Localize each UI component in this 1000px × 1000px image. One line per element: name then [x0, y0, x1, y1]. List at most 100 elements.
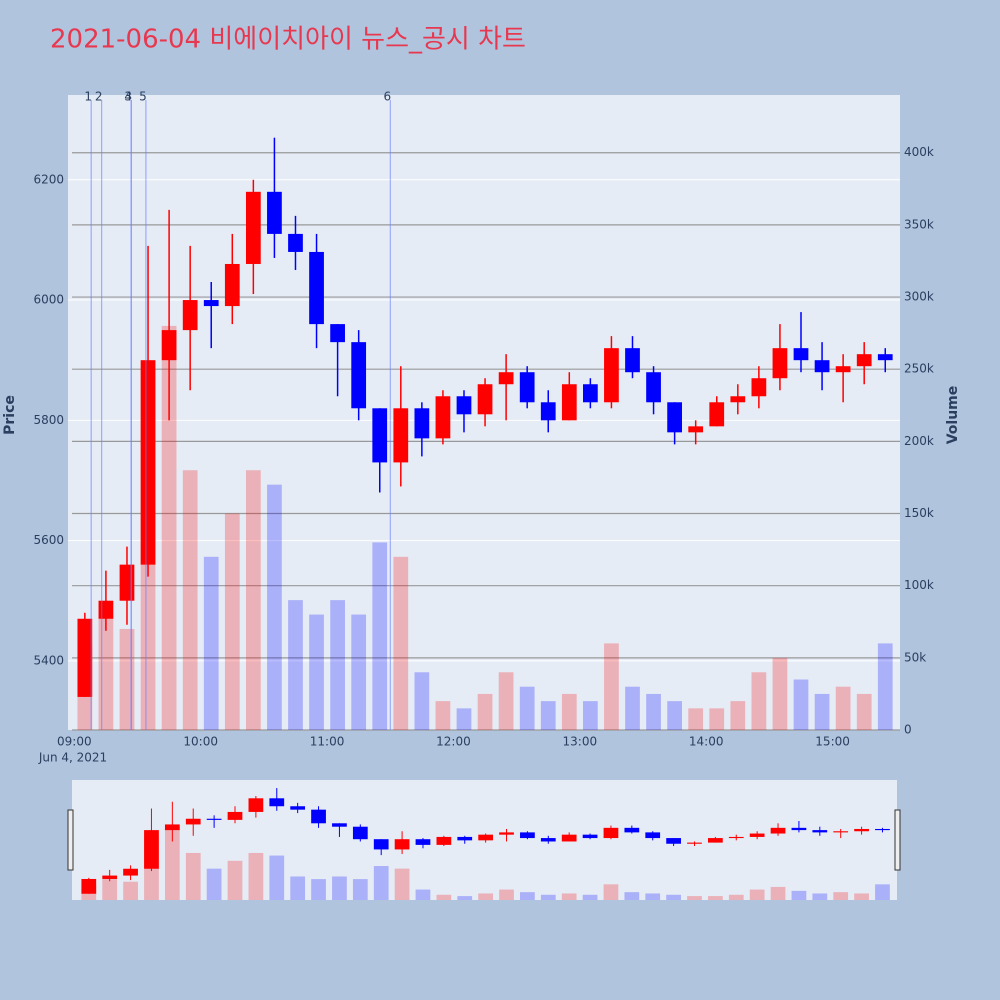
mini-candle-body	[352, 826, 368, 840]
mini-candle-body	[666, 838, 681, 844]
volume-bar	[772, 657, 788, 730]
candle-body	[856, 354, 872, 367]
mini-volume-bar	[415, 889, 431, 900]
mini-volume-bar	[206, 868, 222, 900]
y2-tick-label: 350k	[904, 217, 934, 231]
candle-body	[414, 408, 430, 439]
annotation-label: 5	[139, 90, 147, 104]
mini-volume-bar	[394, 868, 410, 900]
candle-body	[393, 408, 409, 463]
volume-bar	[561, 693, 577, 730]
mini-volume-bar	[833, 892, 849, 900]
mini-candle-body	[415, 839, 431, 845]
y2-tick-label: 250k	[904, 362, 934, 376]
annotation-label: 2	[95, 90, 103, 104]
volume-bar	[245, 470, 261, 730]
candle-body	[709, 402, 725, 427]
x-tick-label: 09:00	[57, 735, 92, 749]
mini-candle-body	[854, 828, 869, 832]
mini-candle-body	[520, 832, 535, 839]
mini-volume-bar	[102, 879, 118, 900]
volume-bar	[688, 708, 704, 730]
x-tick-label: 13:00	[563, 735, 598, 749]
mini-volume-bar	[436, 894, 452, 900]
chart-title: 2021-06-04 비에이치아이 뉴스_공시 차트	[50, 25, 526, 55]
mini-volume-bar	[373, 866, 389, 900]
candle-body	[730, 396, 746, 403]
mini-candle-body	[311, 809, 326, 824]
annotation-label: 3	[124, 90, 132, 104]
mini-volume-bar	[770, 886, 786, 900]
range-handle[interactable]	[894, 809, 901, 871]
candle-body	[182, 300, 198, 331]
mini-candle-body	[227, 811, 243, 820]
volume-bar	[604, 643, 619, 730]
mini-candle-body	[478, 834, 494, 841]
y-axis-title: Price	[2, 395, 18, 435]
volume-bar	[498, 672, 514, 730]
volume-bar	[814, 693, 830, 730]
mini-volume-bar	[540, 894, 556, 900]
volume-bar	[709, 708, 725, 730]
volume-bar	[288, 600, 303, 730]
mini-candle-body	[770, 827, 786, 834]
mini-volume-bar	[499, 889, 514, 900]
mini-candle-body	[373, 839, 389, 850]
mini-candle-body	[603, 827, 619, 839]
mini-candle-body	[791, 827, 807, 831]
volume-bar	[414, 672, 430, 730]
candle-body	[351, 342, 367, 409]
volume-bar	[477, 693, 493, 730]
volume-bar	[835, 686, 851, 730]
mini-candle-body	[708, 838, 723, 843]
mini-candle-body	[499, 832, 514, 835]
volume-bar	[456, 708, 472, 730]
mini-candle-body	[624, 827, 640, 833]
x-date-label: Jun 4, 2021	[38, 751, 107, 765]
volume-bar	[625, 686, 640, 730]
mini-volume-bar	[603, 884, 619, 900]
mini-candle-body	[144, 830, 159, 869]
candle-body	[245, 191, 261, 264]
volume-bar	[309, 614, 324, 730]
candle-body	[309, 251, 324, 325]
volume-bar	[98, 614, 114, 730]
candle-body	[140, 360, 156, 565]
mini-volume-bar	[875, 884, 890, 900]
y2-axis-title: Volume	[945, 386, 961, 445]
annotation-label: 4	[124, 90, 132, 104]
candle-body	[540, 402, 556, 421]
candle-body	[161, 330, 177, 361]
mini-candle-body	[248, 798, 264, 812]
mini-volume-bar	[708, 896, 723, 900]
annotation-label: 1	[84, 90, 92, 104]
candle-body	[203, 300, 219, 307]
volume-bar	[877, 643, 893, 730]
mini-volume-bar	[749, 889, 765, 900]
volume-bar	[267, 484, 282, 730]
candle-body	[119, 564, 135, 601]
volume-bar	[372, 542, 388, 730]
mini-volume-bar	[645, 893, 661, 900]
volume-bar	[793, 679, 809, 730]
range-handle[interactable]	[67, 809, 74, 871]
mini-candle-body	[833, 831, 849, 833]
y2-tick-label: 0	[904, 723, 912, 737]
volume-bar	[751, 672, 767, 730]
volume-bar	[519, 686, 535, 730]
volume-bar	[856, 693, 872, 730]
candle-body	[435, 396, 451, 439]
mini-volume-bar	[352, 879, 368, 900]
x-tick-label: 15:00	[815, 735, 850, 749]
candle-body	[877, 354, 893, 361]
mini-candle-body	[582, 834, 598, 839]
mini-volume-bar	[123, 881, 138, 900]
mini-volume-bar	[248, 852, 264, 900]
volume-bar	[161, 325, 177, 730]
mini-volume-bar	[687, 896, 702, 900]
candle-body	[498, 372, 514, 385]
candle-body	[582, 384, 598, 403]
volume-bar	[730, 701, 746, 730]
mini-candle-body	[749, 833, 765, 837]
